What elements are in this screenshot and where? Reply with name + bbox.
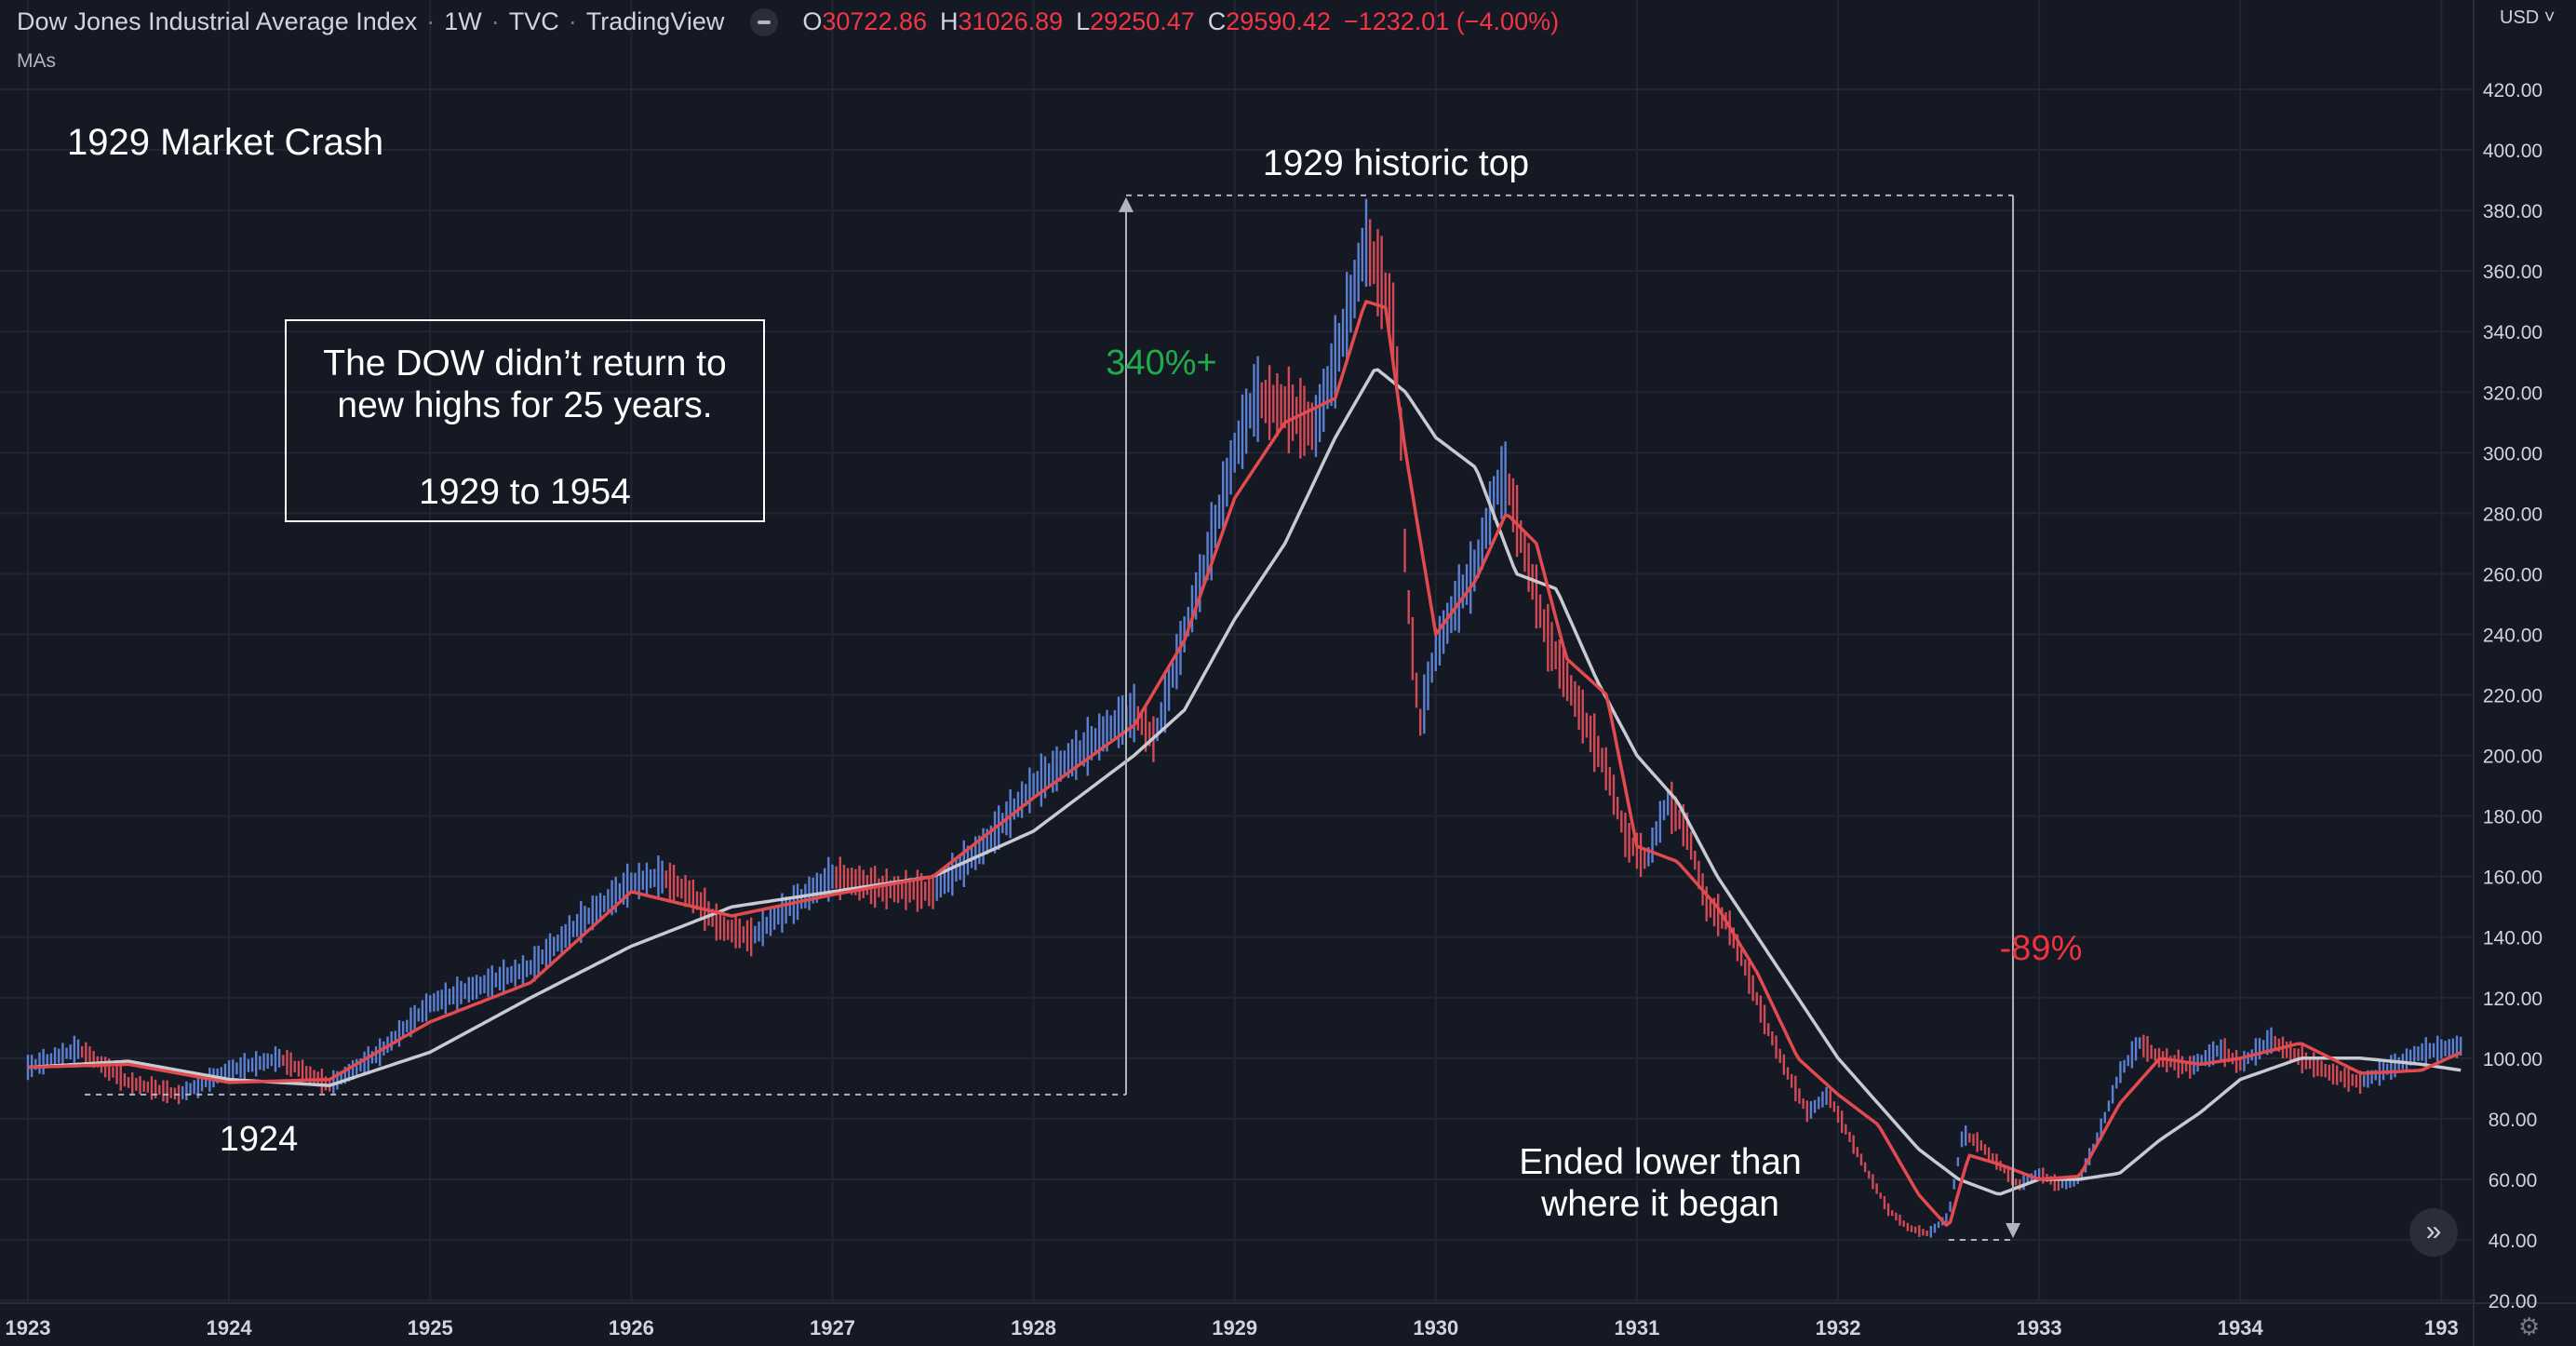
price-tick: 200.00 xyxy=(2483,747,2542,768)
note-line-3: 1929 to 1954 xyxy=(419,472,631,512)
high-value: 31026.89 xyxy=(958,7,1064,35)
loss-arrowhead xyxy=(2006,1223,2021,1238)
time-tick: 1932 xyxy=(1816,1316,1861,1339)
price-axis: 20.00 40.00 60.00 80.00 100.00 120.00 140.00 16… xyxy=(2483,80,2542,1312)
open-value: 30722.86 xyxy=(822,7,927,35)
time-axis: 1923 1924 1925 1926 1927 1928 1929 1930 1931 1932… xyxy=(6,1316,2459,1339)
price-tick: 40.00 xyxy=(2489,1231,2538,1252)
header-separator: · xyxy=(490,7,500,35)
low-key: L xyxy=(1076,7,1091,35)
price-tick: 80.00 xyxy=(2489,1110,2538,1131)
gain-arrowhead xyxy=(1118,196,1134,212)
loss-label: -89% xyxy=(2000,929,2083,968)
indicator-legend[interactable]: MAs xyxy=(17,50,56,72)
price-tick: 120.00 xyxy=(2483,989,2542,1010)
note-line-1: The DOW didn’t return to xyxy=(323,343,727,384)
open-key: O xyxy=(802,7,823,35)
price-tick: 180.00 xyxy=(2483,807,2542,828)
chevron-down-icon: ˅ xyxy=(2539,7,2556,28)
time-tick: 1924 xyxy=(207,1316,253,1339)
source-label: TradingView xyxy=(585,7,725,35)
double-chevron-right-icon[interactable]: » xyxy=(2409,1208,2458,1257)
close-key: C xyxy=(1207,7,1227,35)
grid-lines xyxy=(0,0,2474,1303)
price-tick: 220.00 xyxy=(2483,686,2542,707)
time-tick: 1927 xyxy=(810,1316,855,1339)
symbol-header[interactable]: Dow Jones Industrial Average Index · 1W … xyxy=(17,7,1559,36)
header-separator: · xyxy=(426,7,436,35)
fast-ma-line xyxy=(27,300,2462,1227)
time-tick: 1925 xyxy=(408,1316,453,1339)
price-tick: 420.00 xyxy=(2483,80,2542,101)
annotation-guides xyxy=(85,194,2021,1241)
gain-label: 340%+ xyxy=(1106,343,1216,383)
price-tick: 340.00 xyxy=(2483,322,2542,343)
symbol-name[interactable]: Dow Jones Industrial Average Index xyxy=(17,7,418,35)
time-tick: 1931 xyxy=(1614,1316,1659,1339)
price-tick: 280.00 xyxy=(2483,504,2542,525)
time-tick: 1923 xyxy=(6,1316,51,1339)
price-tick: 100.00 xyxy=(2483,1049,2542,1070)
time-tick: 1929 xyxy=(1212,1316,1257,1339)
price-tick: 240.00 xyxy=(2483,625,2542,646)
low-value: 29250.47 xyxy=(1090,7,1195,35)
price-tick: 260.00 xyxy=(2483,564,2542,586)
price-tick: 400.00 xyxy=(2483,141,2542,162)
time-tick: 1933 xyxy=(2017,1316,2062,1339)
time-tick: 193 xyxy=(2424,1316,2459,1339)
note-box xyxy=(285,319,765,522)
time-tick: 1934 xyxy=(2218,1316,2264,1339)
interval-label[interactable]: 1W xyxy=(444,7,482,35)
note-line-2: new highs for 25 years. xyxy=(337,385,712,425)
end-label-line-2: where it began xyxy=(1540,1184,1779,1224)
exchange-label: TVC xyxy=(508,7,559,35)
close-value: 29590.42 xyxy=(1226,7,1331,35)
price-tick: 60.00 xyxy=(2489,1170,2538,1191)
price-tick: 160.00 xyxy=(2483,868,2542,889)
time-tick: 1926 xyxy=(609,1316,654,1339)
high-key: H xyxy=(940,7,959,35)
change-value: −1232.01 (−4.00%) xyxy=(1343,7,1560,35)
currency-selector[interactable]: USD ˅ xyxy=(2500,7,2555,29)
price-tick: 20.00 xyxy=(2489,1291,2538,1312)
minus-circle-icon[interactable] xyxy=(750,7,779,36)
price-tick: 300.00 xyxy=(2483,443,2542,464)
price-tick: 360.00 xyxy=(2483,262,2542,283)
price-tick: 380.00 xyxy=(2483,201,2542,222)
price-tick: 320.00 xyxy=(2483,383,2542,404)
end-label-line-1: Ended lower than xyxy=(1519,1142,1802,1182)
gear-icon[interactable]: ⚙ xyxy=(2518,1312,2541,1340)
time-tick: 1928 xyxy=(1011,1316,1056,1339)
chart-annotation-title: 1929 Market Crash xyxy=(67,122,383,163)
time-tick: 1930 xyxy=(1413,1316,1458,1339)
header-separator: · xyxy=(568,7,577,35)
currency-label: USD xyxy=(2500,7,2540,28)
moving-averages xyxy=(27,300,2462,1227)
top-label: 1929 historic top xyxy=(1263,143,1529,183)
price-tick: 140.00 xyxy=(2483,928,2542,949)
start-label: 1924 xyxy=(220,1120,299,1159)
